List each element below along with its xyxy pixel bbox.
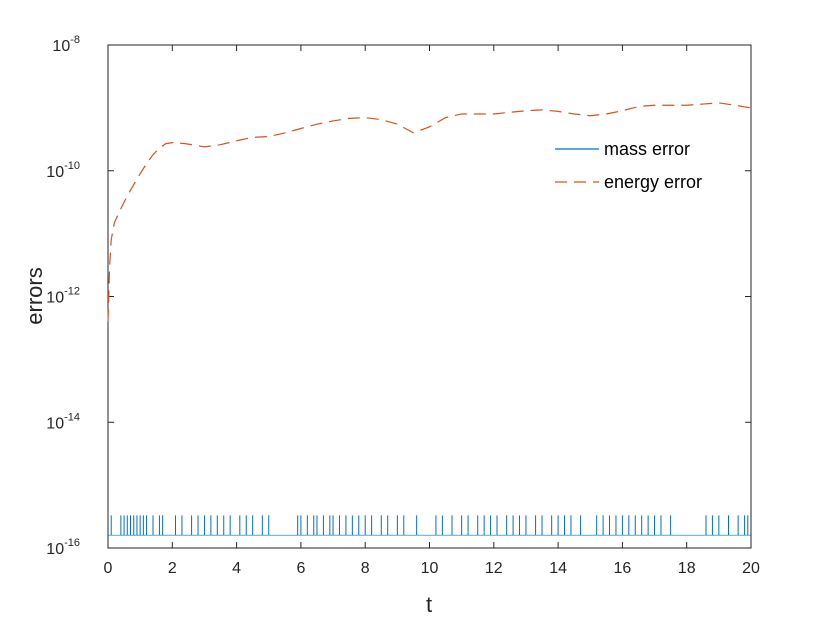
x-tick-label: 20	[742, 560, 760, 577]
y-axis-ticks: 10-16 10-14 10-12 10-10 10-8	[46, 34, 751, 558]
x-axis-label: t	[426, 592, 432, 617]
plot-area	[107, 44, 752, 549]
x-tick-label: 14	[549, 560, 567, 577]
y-tick-label: 10-16	[46, 537, 80, 558]
x-tick-label: 18	[678, 560, 696, 577]
y-tick-label: 10-14	[46, 411, 80, 432]
x-tick-label: 16	[614, 560, 632, 577]
legend: mass error energy error	[555, 139, 702, 192]
x-tick-label: 4	[232, 560, 241, 577]
series-layer	[107, 102, 752, 536]
y-tick-label: 10-8	[52, 34, 80, 55]
x-axis-ticks: 0 2 4 6 8 10 12 14 16 18 20	[104, 45, 760, 577]
x-tick-label: 6	[296, 560, 305, 577]
x-tick-label: 12	[485, 560, 503, 577]
legend-label-energy-error: energy error	[604, 172, 702, 192]
x-tick-label: 8	[361, 560, 370, 577]
y-axis-label: errors	[22, 267, 47, 324]
y-tick-label: 10-10	[46, 160, 80, 181]
x-tick-label: 2	[168, 560, 177, 577]
series-energy-error-line	[107, 102, 752, 322]
x-tick-label: 10	[421, 560, 439, 577]
series-mass-error	[108, 515, 751, 536]
x-tick-label: 0	[104, 560, 113, 577]
legend-label-mass-error: mass error	[604, 139, 690, 159]
y-tick-label: 10-12	[46, 286, 80, 307]
